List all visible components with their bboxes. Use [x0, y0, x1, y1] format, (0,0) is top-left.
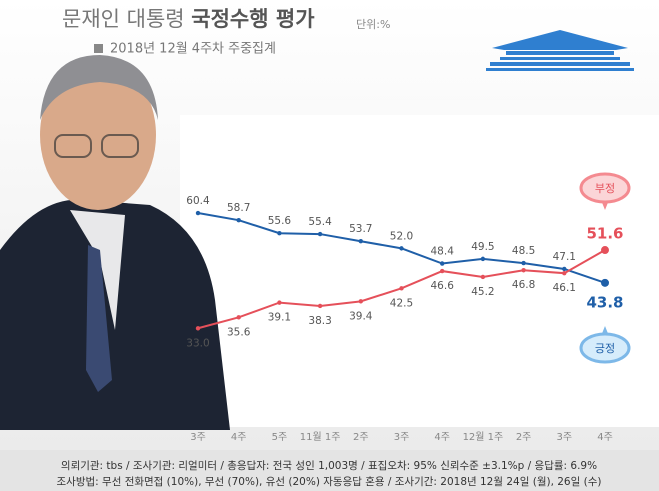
point	[521, 260, 526, 266]
x-tick-label: 3주	[190, 432, 206, 443]
value-label: 45.2	[471, 286, 494, 298]
point	[399, 286, 404, 291]
legend-bubble	[579, 172, 631, 204]
x-tick-label: 3주	[394, 432, 410, 443]
point	[521, 268, 526, 273]
point	[601, 278, 609, 287]
value-label: 42.5	[390, 297, 413, 309]
plot-area	[180, 115, 659, 427]
value-label: 39.1	[268, 312, 291, 324]
value-label: 33.0	[186, 337, 209, 349]
point	[562, 266, 567, 272]
value-label: 46.1	[553, 282, 576, 294]
value-label: 47.1	[553, 251, 576, 263]
x-tick-label: 4주	[597, 432, 613, 443]
point	[277, 300, 282, 305]
footnote: 의뢰기관: tbs / 조사기관: 리얼미터 / 총응답자: 전국 성인 1,0…	[61, 460, 597, 472]
legend-bubble	[579, 332, 631, 364]
value-label: 49.5	[471, 241, 494, 253]
value-label: 48.5	[512, 245, 535, 257]
x-tick-label: 5주	[272, 432, 288, 443]
value-label: 55.6	[268, 215, 292, 227]
value-label: 60.4	[186, 195, 210, 207]
value-label: 58.7	[227, 202, 250, 214]
point	[277, 231, 282, 236]
footnote: 조사방법: 무선 전화면접 (10%), 무선 (70%), 유선 (20%) …	[57, 475, 602, 488]
point	[440, 268, 445, 274]
x-tick-label: 2주	[353, 432, 369, 443]
x-tick-label: 12월 1주	[463, 431, 504, 443]
point	[195, 326, 201, 331]
x-tick-label: 11월 1주	[300, 431, 341, 443]
x-tick-label: 3주	[557, 432, 573, 443]
unit: 단위:%	[356, 18, 390, 31]
legend-label: 긍정	[595, 342, 615, 355]
point	[399, 246, 404, 251]
point	[317, 303, 323, 309]
value-label: 46.6	[431, 280, 455, 292]
value-label: 38.3	[308, 315, 331, 327]
value-label: 46.8	[512, 279, 535, 291]
value-label-last: 43.8	[586, 293, 623, 311]
subtitle: 2018년 12월 4주차 주중집계	[110, 42, 276, 57]
point	[195, 210, 201, 216]
point	[480, 256, 486, 262]
value-label: 55.4	[308, 216, 332, 228]
point	[601, 246, 609, 255]
point	[317, 231, 323, 237]
point	[236, 217, 241, 223]
value-label: 39.4	[349, 310, 373, 322]
value-label: 53.7	[349, 223, 372, 235]
point	[236, 315, 241, 320]
point	[358, 299, 363, 304]
point	[358, 239, 363, 244]
portrait	[0, 55, 230, 430]
point	[440, 261, 445, 266]
point	[562, 270, 567, 276]
value-label-last: 51.6	[586, 225, 623, 243]
chart-title: 문재인 대통령 국정수행 평가	[62, 7, 315, 31]
footer-band	[0, 450, 659, 491]
blue-house-icon	[486, 30, 634, 71]
legend-label: 부정	[595, 182, 615, 195]
value-label: 48.4	[431, 246, 455, 258]
x-tick-label: 4주	[231, 432, 247, 443]
value-label: 35.6	[227, 326, 251, 338]
value-label: 52.0	[390, 230, 413, 242]
point	[480, 274, 486, 280]
x-tick-label: 4주	[434, 432, 450, 443]
subtitle-bullet	[94, 44, 103, 53]
x-tick-label: 2주	[516, 432, 532, 443]
